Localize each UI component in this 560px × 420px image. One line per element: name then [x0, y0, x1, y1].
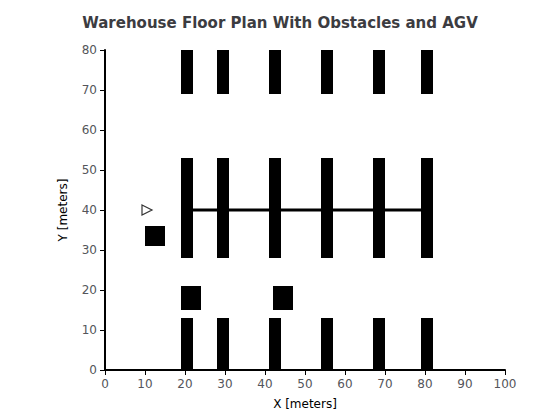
svg-text:Y [meters]: Y [meters]	[56, 179, 70, 243]
svg-text:30: 30	[82, 243, 97, 257]
svg-text:10: 10	[82, 323, 97, 337]
svg-text:70: 70	[82, 83, 97, 97]
svg-text:20: 20	[82, 283, 97, 297]
svg-text:20: 20	[177, 377, 192, 391]
svg-text:60: 60	[82, 123, 97, 137]
svg-text:X [meters]: X [meters]	[273, 397, 337, 411]
svg-text:100: 100	[494, 377, 517, 391]
svg-text:10: 10	[137, 377, 152, 391]
svg-text:30: 30	[217, 377, 232, 391]
svg-text:40: 40	[82, 203, 97, 217]
svg-text:50: 50	[297, 377, 312, 391]
svg-text:40: 40	[257, 377, 272, 391]
svg-text:0: 0	[101, 377, 109, 391]
svg-text:70: 70	[377, 377, 392, 391]
svg-text:60: 60	[337, 377, 352, 391]
svg-text:80: 80	[417, 377, 432, 391]
svg-text:80: 80	[82, 43, 97, 57]
svg-text:Warehouse Floor Plan With Obst: Warehouse Floor Plan With Obstacles and …	[82, 14, 478, 32]
svg-text:50: 50	[82, 163, 97, 177]
svg-text:0: 0	[89, 363, 97, 377]
svg-text:90: 90	[457, 377, 472, 391]
